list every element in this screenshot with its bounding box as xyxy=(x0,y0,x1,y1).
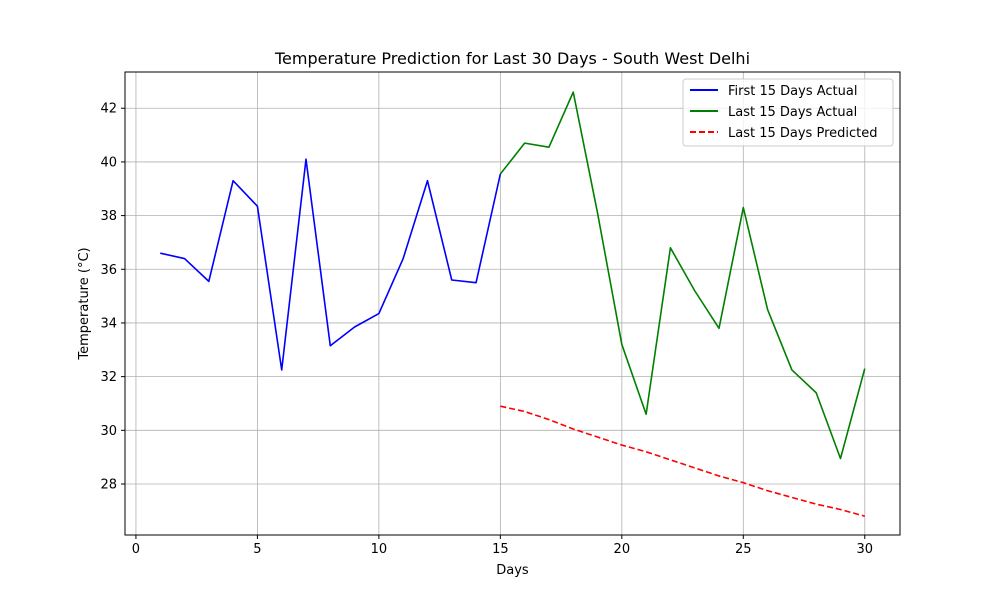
y-tick-label: 34 xyxy=(100,316,117,331)
legend: First 15 Days Actual Last 15 Days Actual… xyxy=(682,78,894,147)
y-tick-label: 30 xyxy=(100,424,117,439)
x-tick-label: 0 xyxy=(132,542,140,557)
series-line-last-15-days-predicted xyxy=(500,405,865,517)
x-tick-label: 20 xyxy=(614,542,631,557)
legend-label-last-15-days-predicted: Last 15 Days Predicted xyxy=(728,126,878,141)
x-tick-label: 25 xyxy=(735,542,752,557)
x-tick-label: 15 xyxy=(492,542,509,557)
series-layer xyxy=(160,91,866,517)
y-tick-label: 28 xyxy=(100,478,117,493)
chart-title: Temperature Prediction for Last 30 Days … xyxy=(274,49,750,68)
plot-frame xyxy=(124,71,901,536)
legend-box xyxy=(682,78,894,147)
grid xyxy=(125,72,900,535)
legend-label-last-15-days-actual: Last 15 Days Actual xyxy=(728,105,857,120)
y-tick-label: 40 xyxy=(100,155,117,170)
y-tick-label: 38 xyxy=(100,209,117,224)
axis-ticks: 0 5 10 15 20 25 30 28 30 32 34 36 38 40 42 xyxy=(100,102,873,557)
x-tick-label: 30 xyxy=(856,542,873,557)
y-tick-label: 42 xyxy=(100,102,117,117)
x-tick-label: 5 xyxy=(253,542,261,557)
y-tick-label: 36 xyxy=(100,263,117,278)
y-tick-label: 32 xyxy=(100,370,117,385)
y-axis-label: Temperature (°C) xyxy=(77,247,92,360)
x-axis-label: Days xyxy=(496,563,529,578)
legend-label-first-15-days-actual: First 15 Days Actual xyxy=(728,84,857,99)
series-line-last-15-days-actual xyxy=(499,91,866,460)
series-line-first-15-days-actual xyxy=(160,158,502,371)
x-tick-label: 10 xyxy=(371,542,388,557)
